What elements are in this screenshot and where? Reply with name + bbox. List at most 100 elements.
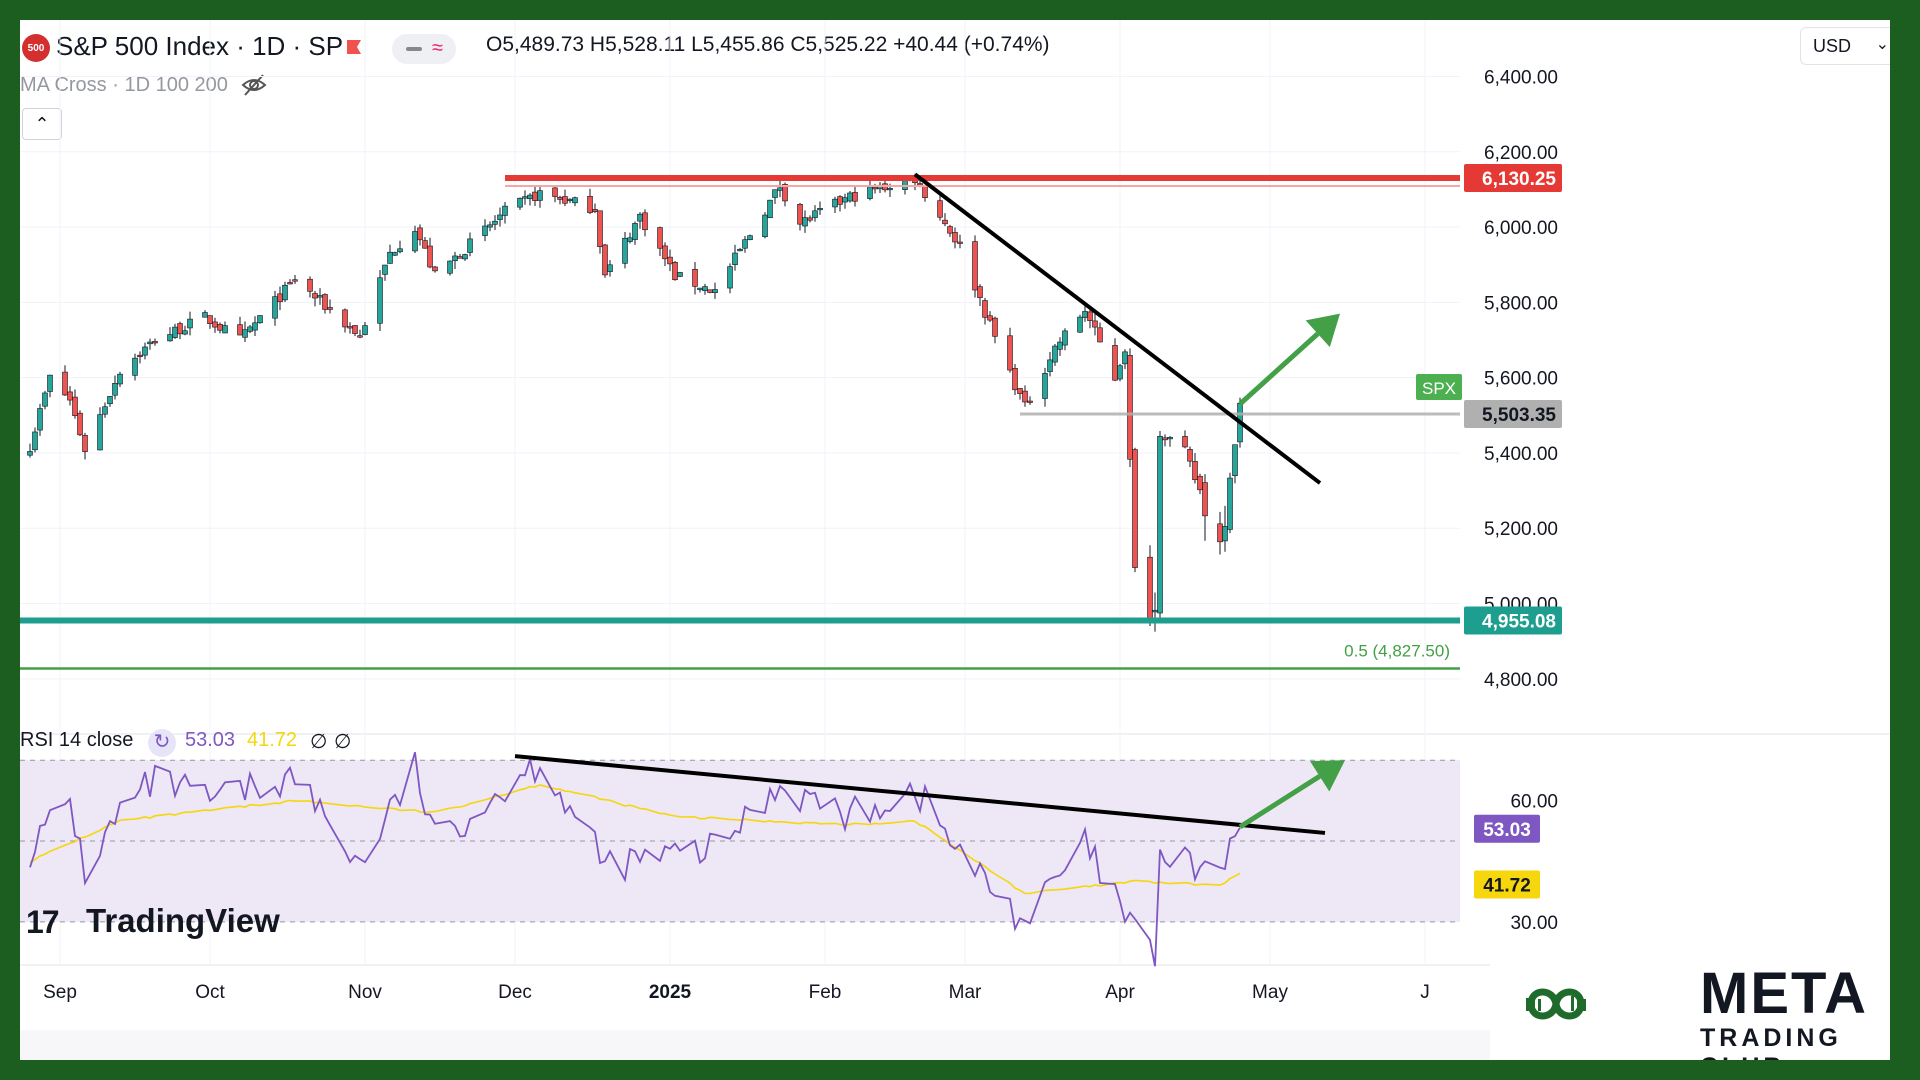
candle-down <box>1092 320 1098 328</box>
candle-up <box>1122 351 1128 365</box>
rsi-label[interactable]: RSI 14 close <box>20 729 134 751</box>
candle-down <box>212 321 218 328</box>
flag-icon[interactable] <box>344 38 364 58</box>
price-tag-bg <box>1464 606 1562 635</box>
candle-down <box>342 309 348 328</box>
chart-style-toggle[interactable]: ≈ <box>392 34 456 64</box>
candle-up <box>187 318 193 329</box>
candle-down <box>237 324 243 336</box>
chevron-down-icon: ⌄ <box>1875 36 1889 53</box>
x-tick-label: Mar <box>949 982 982 1003</box>
candle-down <box>1112 345 1118 381</box>
y-tick-label: 6,000.00 <box>1484 218 1558 239</box>
y-tick-label: 6,200.00 <box>1484 143 1558 164</box>
candle-up <box>742 239 748 249</box>
candle-down <box>872 186 878 190</box>
candle-down <box>357 335 363 338</box>
chart-title[interactable]: S&P 500 Index · 1D · SP <box>56 31 344 61</box>
candle-up <box>47 374 53 392</box>
candle-down <box>552 187 558 197</box>
spx-tag-bg <box>1416 374 1462 401</box>
candle-down <box>917 183 923 186</box>
candle-up <box>497 214 503 220</box>
candle-up <box>317 295 323 298</box>
rsi-trendline <box>514 754 1326 835</box>
rsi-arrow-shaft <box>1238 774 1322 829</box>
candle-down <box>1087 311 1093 321</box>
bottom-toolbar <box>20 1030 1490 1060</box>
candle-down <box>992 317 998 337</box>
candle-down <box>1197 475 1203 491</box>
candle-up <box>397 248 403 253</box>
candle-up <box>222 325 228 334</box>
candle-down <box>602 244 608 276</box>
chart-canvas[interactable]: Sep Oct Nov Dec 2025 Feb Mar Apr May J 6,400.00 6,2… <box>20 20 1890 1060</box>
rsi-na-value: ∅ <box>310 731 328 753</box>
tradingview-mark-icon: 17 <box>26 904 60 940</box>
candle-down <box>217 324 223 331</box>
candle-down <box>1182 436 1188 448</box>
candle-down <box>1132 449 1138 568</box>
price-tag: 6,130.25 <box>1464 164 1562 193</box>
candle-down <box>1187 449 1193 462</box>
chart-frame: 500 S&P 500 Index · 1D · SP ≈ O5,489.73 … <box>20 20 1890 1060</box>
candle-down <box>72 396 78 416</box>
candle-down <box>532 191 538 201</box>
candle-up <box>242 329 248 338</box>
candle-up <box>487 224 493 228</box>
candle-down <box>1017 388 1023 394</box>
candle-down <box>1162 437 1168 441</box>
candle-up <box>117 373 123 385</box>
price-tag-bg <box>1464 400 1562 429</box>
candle-up <box>522 196 528 199</box>
candle-down <box>952 232 958 243</box>
brand-subtitle: TRADING CLUB <box>1700 1024 1842 1060</box>
candle-up <box>167 334 173 342</box>
currency-select[interactable]: USD ⌄ <box>1800 27 1890 65</box>
candle-up <box>147 341 153 345</box>
candle-up <box>132 357 138 376</box>
candle-down <box>667 256 673 265</box>
wave-icon: ≈ <box>432 37 443 59</box>
candle-up <box>832 198 838 208</box>
candle-up <box>257 315 263 324</box>
brand-name: META <box>1700 961 1869 1026</box>
fib-level-label: 0.5 (4,827.50) <box>1344 641 1450 660</box>
candle-up <box>732 252 738 265</box>
candle-up <box>102 406 108 415</box>
candle-up <box>27 451 33 456</box>
candle-down <box>1192 461 1198 481</box>
y-tick-label: 5,800.00 <box>1484 293 1558 314</box>
candle-up <box>902 179 908 190</box>
refresh-icon[interactable]: ↻ <box>148 729 176 757</box>
candle-down <box>1027 400 1033 403</box>
indicator-label[interactable]: MA Cross · 1D 100 200 <box>20 74 228 96</box>
candle-up <box>1077 316 1083 333</box>
candle-up <box>1117 365 1123 380</box>
candle-down <box>432 266 438 272</box>
x-tick-label: 2025 <box>649 982 692 1003</box>
spx-tag-label: SPX <box>1422 379 1456 398</box>
candle-down <box>937 200 943 218</box>
candle-down <box>82 435 88 452</box>
minus-icon <box>406 47 422 51</box>
candle-up <box>1227 477 1233 530</box>
candle-down <box>1007 335 1013 371</box>
candle-up <box>1232 444 1238 476</box>
candle-up <box>1062 330 1068 346</box>
bullish-arrow-shaft <box>1238 331 1320 406</box>
candle-down <box>417 227 423 241</box>
price-tag: 5,503.35 <box>1464 400 1562 429</box>
candle-down <box>292 279 298 282</box>
candle-up <box>1052 345 1058 363</box>
candle-up <box>172 326 178 338</box>
x-tick-label: Sep <box>43 982 77 1003</box>
candle-up <box>762 214 768 238</box>
candle-down <box>1217 523 1223 543</box>
hidden-eye-icon[interactable] <box>240 72 268 98</box>
candle-down <box>662 245 668 260</box>
collapse-legend-button[interactable]: ⌃ <box>22 108 62 140</box>
candle-down <box>657 227 663 249</box>
candle-down <box>347 326 353 329</box>
candle-up <box>1082 311 1088 318</box>
